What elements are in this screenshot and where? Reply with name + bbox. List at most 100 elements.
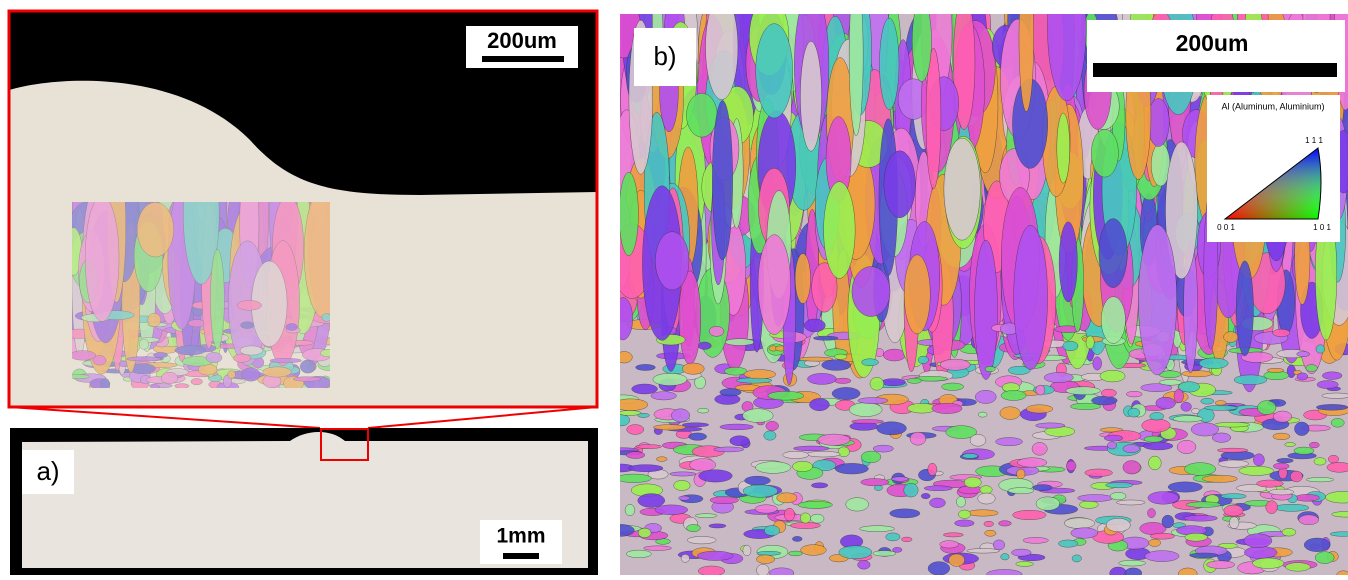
grain	[1138, 225, 1176, 375]
zoom-line	[368, 407, 597, 428]
grain	[1159, 379, 1181, 385]
grain	[709, 524, 726, 528]
grain	[860, 526, 895, 532]
grain	[1011, 549, 1031, 556]
grain	[928, 562, 950, 575]
grain	[210, 249, 224, 348]
grain	[839, 546, 872, 559]
grain	[873, 551, 896, 557]
grain	[1322, 393, 1348, 398]
grain	[706, 0, 738, 100]
grain	[1316, 404, 1348, 410]
grain	[1316, 345, 1325, 353]
grain	[1162, 515, 1174, 528]
grain	[808, 373, 837, 384]
grain	[206, 352, 222, 362]
grain	[804, 319, 825, 332]
grain	[745, 476, 771, 485]
grain	[757, 564, 770, 575]
grain	[1314, 458, 1326, 465]
grain	[1091, 396, 1117, 405]
grain	[1144, 436, 1163, 442]
grain	[811, 483, 827, 488]
grain	[175, 384, 189, 389]
grain	[1186, 502, 1221, 508]
grain	[1184, 463, 1215, 476]
grain	[1218, 460, 1248, 467]
grain	[671, 409, 689, 422]
grain	[955, 520, 975, 527]
grain	[1190, 553, 1219, 558]
grain	[191, 378, 203, 384]
grain	[930, 498, 946, 508]
grain	[777, 493, 797, 503]
grain	[783, 451, 809, 458]
grain	[835, 378, 851, 383]
grain	[792, 461, 812, 471]
grain	[1150, 533, 1174, 539]
grain	[627, 425, 644, 435]
grain	[1086, 336, 1094, 349]
grain	[636, 364, 656, 370]
grain	[616, 351, 632, 363]
grain	[756, 24, 793, 118]
grain	[755, 505, 777, 513]
grain	[626, 452, 645, 459]
grain	[263, 367, 292, 377]
grain	[1269, 489, 1294, 495]
grain	[818, 434, 850, 445]
grain	[1221, 494, 1246, 499]
grain	[1101, 389, 1116, 397]
grain	[1234, 375, 1267, 385]
grain	[967, 510, 998, 516]
grain	[1306, 477, 1333, 481]
grain	[1253, 454, 1264, 466]
grain	[921, 493, 930, 498]
grain	[616, 474, 651, 483]
grain	[883, 349, 905, 361]
grain	[1147, 508, 1155, 517]
grain	[834, 354, 847, 359]
grain	[1306, 365, 1318, 372]
grain	[1304, 538, 1330, 552]
grain	[924, 486, 952, 491]
grain	[1168, 482, 1202, 492]
legend-corner: 1 0 1	[1313, 223, 1331, 232]
grain	[300, 360, 315, 373]
grain	[161, 372, 178, 384]
grain	[1295, 494, 1320, 501]
grain	[940, 359, 970, 370]
grain	[1252, 558, 1283, 569]
grain	[1143, 442, 1172, 450]
grain	[964, 477, 981, 488]
grain	[1150, 412, 1164, 420]
panel-a: a) 1mm	[10, 428, 598, 575]
grain	[710, 497, 738, 504]
grain	[1206, 561, 1234, 569]
grain	[632, 384, 658, 394]
grain	[809, 398, 829, 410]
grain	[858, 398, 888, 404]
grain	[1091, 129, 1118, 177]
panel-label: b)	[653, 41, 676, 71]
grain	[1064, 518, 1094, 529]
grain	[1174, 389, 1184, 403]
grain	[1202, 475, 1237, 482]
grain	[293, 377, 320, 382]
grain	[984, 521, 994, 526]
grain	[240, 346, 263, 355]
grain	[619, 172, 638, 255]
grain	[940, 541, 959, 548]
grain	[832, 387, 860, 399]
grain	[85, 195, 119, 321]
grain	[1057, 113, 1070, 183]
grain	[958, 510, 970, 519]
grain	[1104, 435, 1123, 441]
grain	[985, 366, 995, 371]
scale-label: 1mm	[496, 525, 545, 548]
grain	[690, 459, 716, 472]
grain	[766, 421, 779, 430]
grain	[1285, 563, 1310, 572]
grain	[1327, 462, 1348, 472]
grain	[1239, 466, 1274, 475]
